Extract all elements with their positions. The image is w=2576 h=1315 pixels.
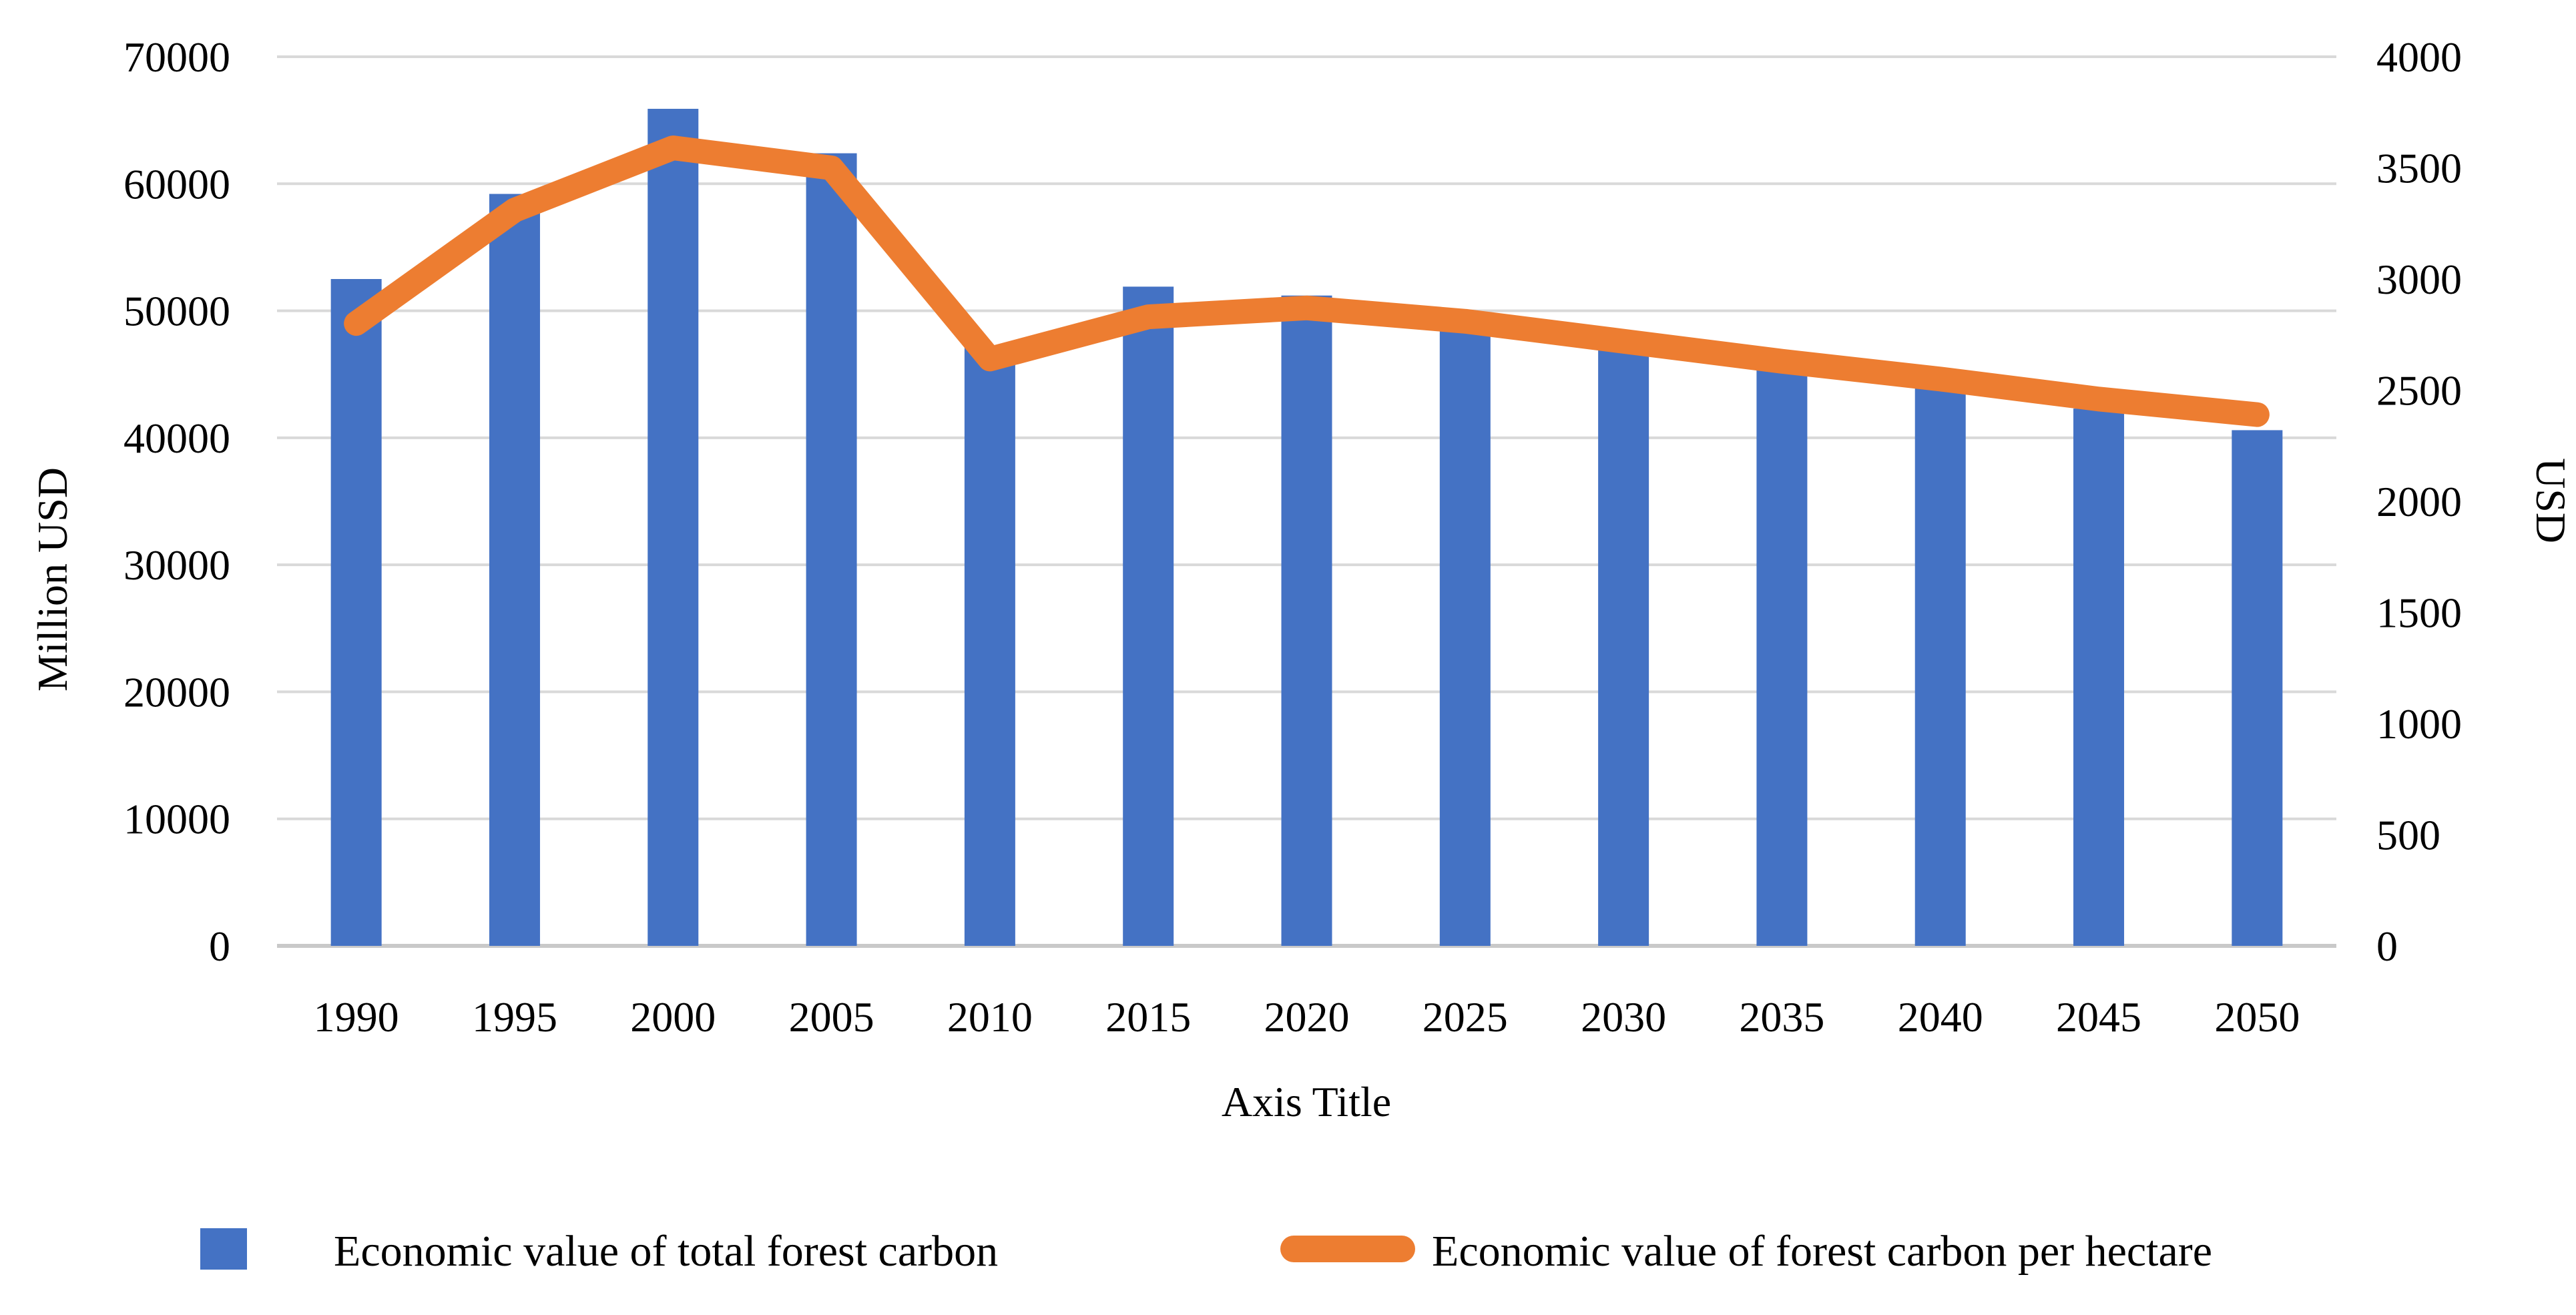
right-tick-label: 3500 bbox=[2376, 145, 2462, 192]
right-tick-label: 500 bbox=[2376, 812, 2440, 859]
x-tick-label: 2050 bbox=[2214, 993, 2300, 1041]
right-tick-label: 1000 bbox=[2376, 700, 2462, 748]
bar bbox=[2232, 430, 2283, 946]
right-tick-label: 1500 bbox=[2376, 589, 2462, 637]
bar bbox=[964, 346, 1015, 946]
bar bbox=[648, 109, 699, 947]
legend-label-line: Economic value of forest carbon per hect… bbox=[1432, 1227, 2212, 1276]
bar bbox=[1598, 346, 1649, 946]
bar bbox=[1281, 295, 1332, 946]
x-tick-label: 2030 bbox=[1581, 993, 1666, 1041]
x-axis-ticks: 1990 1995 2000 2005 2010 2015 2020 2025 2030 2035… bbox=[314, 993, 2300, 1041]
x-axis-title: Axis Title bbox=[1222, 1078, 1391, 1125]
x-tick-label: 2005 bbox=[789, 993, 874, 1041]
x-tick-label: 2035 bbox=[1739, 993, 1824, 1041]
bar bbox=[2073, 409, 2125, 946]
bar bbox=[1756, 364, 1808, 946]
left-tick-label: 50000 bbox=[123, 288, 230, 335]
right-axis-title: USD bbox=[2527, 458, 2575, 543]
x-tick-label: 1995 bbox=[472, 993, 557, 1041]
bar bbox=[806, 153, 857, 946]
left-tick-label: 20000 bbox=[123, 668, 230, 716]
right-axis-ticks: 0 500 1000 1500 2000 2500 3000 3500 4000 bbox=[2376, 33, 2462, 970]
bar bbox=[1439, 328, 1491, 946]
line-path bbox=[344, 136, 2270, 427]
x-tick-label: 1990 bbox=[314, 993, 399, 1041]
bar bbox=[1914, 385, 1966, 946]
left-tick-label: 70000 bbox=[123, 33, 230, 81]
left-tick-label: 10000 bbox=[123, 796, 230, 843]
right-tick-label: 2000 bbox=[2376, 478, 2462, 525]
left-tick-label: 40000 bbox=[123, 415, 230, 462]
bar-series bbox=[330, 109, 2283, 947]
x-tick-label: 2015 bbox=[1105, 993, 1191, 1041]
right-tick-label: 4000 bbox=[2376, 33, 2462, 81]
legend: Economic value of total forest carbon Ec… bbox=[200, 1227, 2212, 1276]
left-tick-label: 0 bbox=[209, 923, 230, 970]
line-series bbox=[344, 136, 2270, 427]
x-tick-label: 2040 bbox=[1898, 993, 1983, 1041]
bar bbox=[330, 279, 382, 946]
x-tick-label: 2025 bbox=[1423, 993, 1508, 1041]
bar bbox=[1123, 286, 1174, 947]
left-axis-title: Million USD bbox=[29, 467, 76, 692]
right-tick-label: 3000 bbox=[2376, 256, 2462, 303]
left-axis-ticks: 0 10000 20000 30000 40000 50000 60000 70000 bbox=[123, 33, 230, 970]
x-tick-label: 2020 bbox=[1264, 993, 1350, 1041]
right-tick-label: 0 bbox=[2376, 923, 2398, 970]
bar bbox=[489, 194, 540, 947]
left-tick-label: 60000 bbox=[123, 160, 230, 208]
right-tick-label: 2500 bbox=[2376, 367, 2462, 415]
x-tick-label: 2000 bbox=[630, 993, 716, 1041]
x-tick-label: 2045 bbox=[2056, 993, 2141, 1041]
x-tick-label: 2010 bbox=[947, 993, 1033, 1041]
left-tick-label: 30000 bbox=[123, 541, 230, 589]
legend-label-bar: Economic value of total forest carbon bbox=[334, 1227, 998, 1276]
legend-swatch-bar bbox=[200, 1228, 247, 1270]
